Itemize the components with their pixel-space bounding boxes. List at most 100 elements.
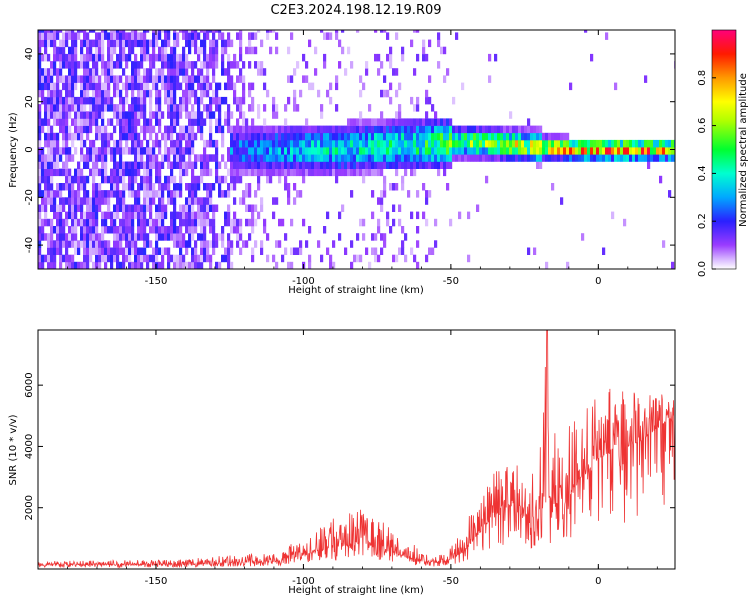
heatmap-cell [74, 218, 78, 227]
heatmap-cell [50, 82, 54, 91]
heatmap-cell [83, 139, 87, 148]
heatmap-cell [488, 139, 492, 148]
heatmap-cell [110, 46, 114, 55]
heatmap-cell [41, 261, 45, 269]
heatmap-cell [173, 118, 177, 126]
heatmap-cell [104, 168, 108, 177]
heatmap-cell [149, 168, 153, 177]
heatmap-cell [485, 139, 489, 148]
heatmap-cell [113, 75, 117, 83]
heatmap-cell [134, 168, 138, 177]
heatmap-cell [215, 168, 219, 177]
heatmap-cell [98, 190, 102, 198]
heatmap-cell [386, 161, 390, 169]
heatmap-cell [59, 254, 63, 263]
heatmap-cell [347, 125, 351, 134]
heatmap-cell [587, 139, 591, 148]
heatmap-cell [116, 175, 120, 184]
heatmap-cell [38, 104, 42, 112]
heatmap-cell [290, 261, 294, 269]
heatmap-cell [164, 32, 168, 40]
heatmap-cell [173, 32, 177, 40]
heatmap-cell [422, 132, 426, 141]
heatmap-cell [398, 111, 402, 119]
heatmap-cell [152, 75, 156, 83]
heatmap-cell [125, 240, 129, 248]
heatmap-cell [191, 111, 195, 119]
heatmap-cell [440, 147, 444, 155]
heatmap-cell [545, 132, 549, 141]
heatmap-cell [125, 211, 129, 220]
heatmap-cell [116, 53, 120, 62]
figure-title: C2E3.2024.198.12.19.R09 [270, 3, 441, 18]
heatmap-cell [281, 218, 285, 227]
heatmap-cell [293, 147, 297, 155]
heatmap-cell [338, 233, 342, 241]
heatmap-cell [197, 96, 201, 105]
heatmap-cell [86, 111, 90, 119]
heatmap-cell [170, 175, 174, 184]
heatmap-cell [122, 175, 126, 184]
heatmap-cell [110, 226, 114, 234]
heatmap-cell [137, 96, 141, 105]
heatmap-cell [227, 75, 231, 83]
heatmap-cell [179, 61, 183, 69]
heatmap-cell [194, 46, 198, 55]
heatmap-cell [212, 139, 216, 148]
heatmap-cell [194, 132, 198, 141]
heatmap-cell [569, 147, 573, 155]
heatmap-cell [155, 254, 159, 263]
heatmap-cell [125, 53, 129, 62]
heatmap-cell [446, 161, 450, 169]
heatmap-cell [380, 190, 384, 198]
heatmap-cell [155, 154, 159, 162]
heatmap-cell [458, 132, 462, 141]
heatmap-cell [203, 30, 207, 33]
heatmap-cell [251, 118, 255, 126]
heatmap-cell [89, 53, 93, 62]
heatmap-cell [41, 118, 45, 126]
heatmap-cell [287, 197, 291, 205]
heatmap-cell [191, 32, 195, 40]
heatmap-cell [125, 39, 129, 48]
heatmap-cell [251, 139, 255, 148]
heatmap-cell [116, 161, 120, 169]
heatmap-cell [203, 89, 207, 98]
heatmap-cell [68, 240, 72, 248]
heatmap-cell [251, 132, 255, 141]
heatmap-cell [62, 118, 66, 126]
heatmap-cell [185, 168, 189, 177]
heatmap-cell [263, 82, 267, 91]
heatmap-cell [443, 118, 447, 126]
heatmap-cell [65, 261, 69, 269]
heatmap-cell [53, 226, 57, 234]
heatmap-cell [143, 147, 147, 155]
heatmap-cell [254, 218, 258, 227]
heatmap-cell [107, 39, 111, 48]
heatmap-cell [185, 218, 189, 227]
heatmap-cell [47, 53, 51, 62]
heatmap-cell [119, 89, 123, 98]
heatmap-cell [71, 197, 75, 205]
heatmap-cell [638, 154, 642, 162]
heatmap-cell [242, 96, 246, 105]
heatmap-cell [164, 154, 168, 162]
heatmap-cell [200, 61, 204, 69]
heatmap-cell [206, 89, 210, 98]
heatmap-cell [371, 211, 375, 220]
heatmap-cell [536, 139, 540, 148]
heatmap-cell [53, 32, 57, 40]
heatmap-cell [149, 183, 153, 191]
heatmap-cell [308, 139, 312, 148]
heatmap-cell [62, 233, 66, 241]
heatmap-cell [191, 89, 195, 98]
heatmap-cell [380, 154, 384, 162]
heatmap-cell [554, 132, 558, 141]
heatmap-cell [209, 183, 213, 191]
heatmap-cell [662, 147, 666, 155]
heatmap-cell [98, 247, 102, 255]
heatmap-cell [158, 197, 162, 205]
heatmap-cell [323, 32, 327, 40]
heatmap-cell [521, 139, 525, 148]
heatmap-cell [176, 111, 180, 119]
